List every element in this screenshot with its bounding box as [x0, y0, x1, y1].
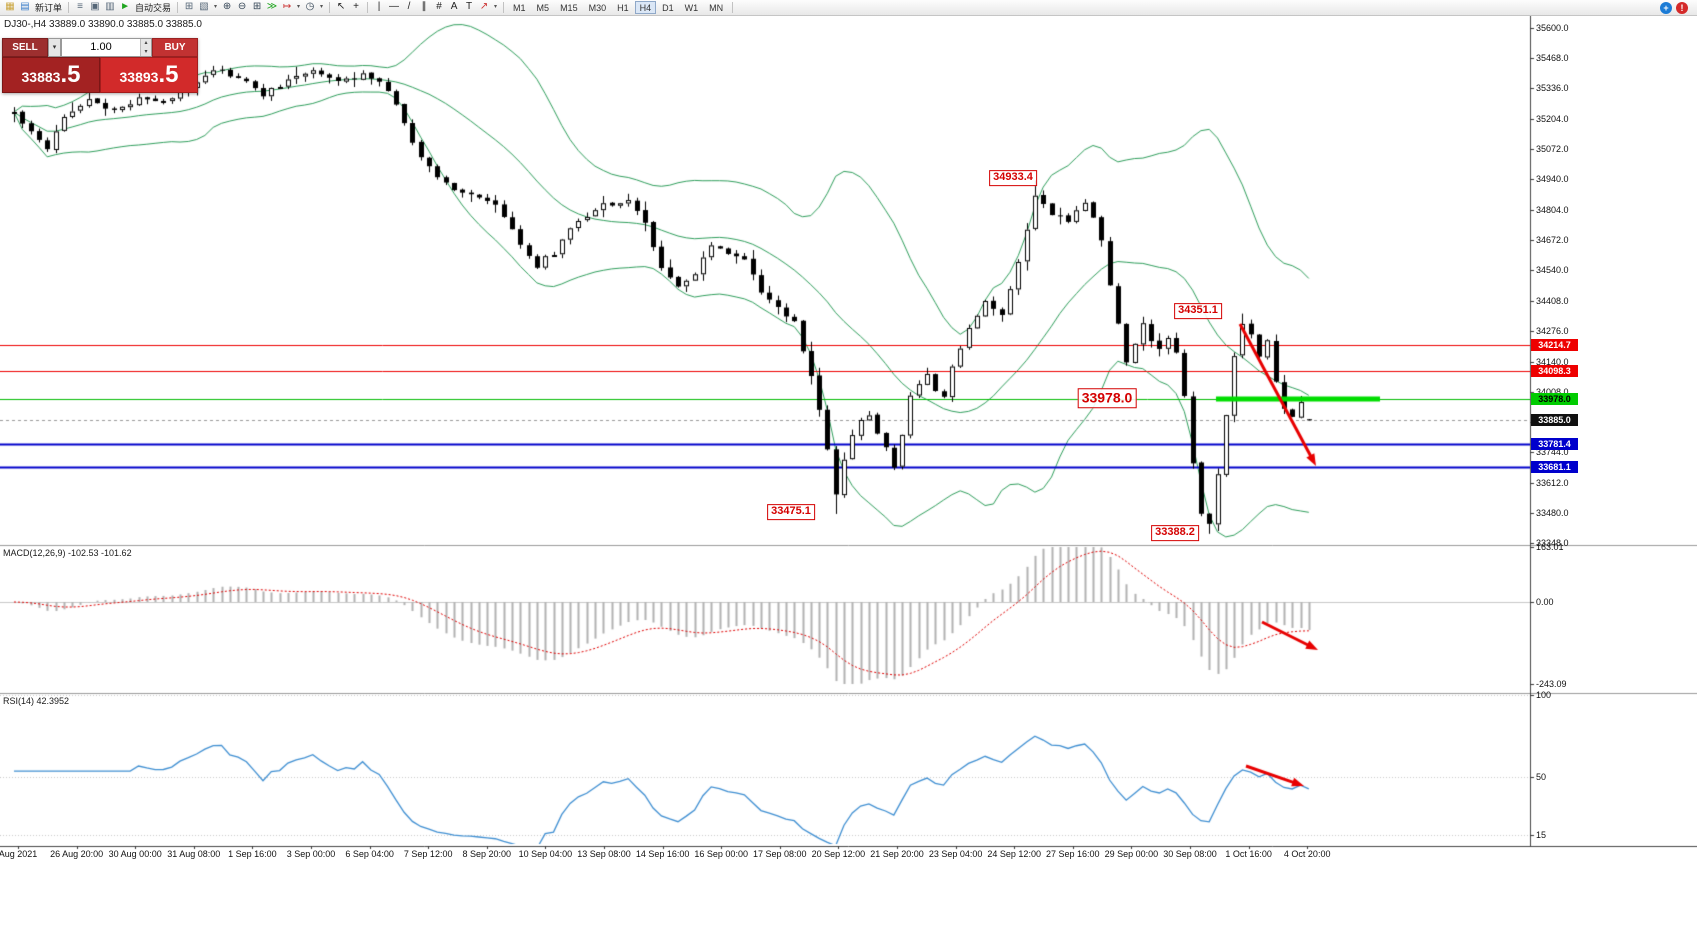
- timeframe-h4[interactable]: H4: [634, 1, 657, 14]
- trade-panel-controls: SELL ▾ 1.00 ▴ ▾ BUY: [2, 38, 198, 57]
- search-icon[interactable]: +: [1660, 1, 1672, 14]
- crosshair-icon[interactable]: +: [353, 1, 359, 12]
- tile-windows-icon[interactable]: ⊞: [252, 1, 262, 12]
- text-icon[interactable]: A: [450, 1, 458, 12]
- vertical-line-icon[interactable]: |: [377, 1, 381, 12]
- new-order-label: 新订单: [35, 3, 63, 13]
- toolbar-separator: [367, 2, 369, 13]
- buy-price-pip: .5: [158, 61, 179, 88]
- arrows-icon[interactable]: ↗: [479, 1, 489, 12]
- auto-trading-label: 自动交易: [135, 3, 172, 13]
- data-window-icon[interactable]: ▣: [90, 1, 100, 12]
- timeframe-d1[interactable]: D1: [662, 3, 674, 13]
- toolbar-separator: [503, 2, 505, 13]
- chart-shift-icon[interactable]: ↦: [282, 1, 292, 12]
- chart-title: DJ30-,H4 33889.0 33890.0 33885.0 33885.0: [4, 19, 202, 30]
- alerts-icon[interactable]: !: [1676, 1, 1688, 14]
- buy-price-main: 33893: [119, 69, 159, 85]
- dropdown-arrow-icon[interactable]: ▾: [297, 4, 301, 10]
- timeframe-m30[interactable]: M30: [588, 3, 607, 13]
- macd-indicator-label: MACD(12,26,9) -102.53 -101.62: [3, 548, 132, 558]
- timeframe-h1[interactable]: H1: [617, 3, 629, 13]
- terminal-icon[interactable]: ▦: [5, 1, 15, 12]
- channel-icon[interactable]: ∥: [421, 1, 427, 12]
- chart-canvas[interactable]: [0, 16, 1697, 936]
- clock-icon[interactable]: ◷: [305, 1, 315, 12]
- one-click-trading-panel: SELL ▾ 1.00 ▴ ▾ BUY 33883.5 33893.5: [2, 38, 198, 93]
- dropdown-arrow-icon[interactable]: ▾: [494, 4, 498, 10]
- zoom-out-icon[interactable]: ⊖: [237, 1, 247, 12]
- timeframe-m5[interactable]: M5: [536, 3, 550, 13]
- rsi-indicator-label: RSI(14) 42.3952: [3, 696, 70, 706]
- zoom-in-icon[interactable]: ⊕: [222, 1, 232, 12]
- volume-down-icon[interactable]: ▾: [140, 47, 151, 56]
- toolbar: ▦ ▤ 新订单 ≡ ▣ ▥ ► 自动交易 ⊞ ▧ ▾ ⊕ ⊖ ⊞ ≫ ↦ ▾ ◷ ▾ ↖ + | — / ∥ # A T ↗ ▾ M1 M5 M…: [0, 0, 1697, 16]
- buy-price-display[interactable]: 33893.5: [100, 57, 198, 93]
- toolbar-separator: [732, 2, 734, 13]
- navigator-icon[interactable]: ▥: [105, 1, 115, 12]
- toolbar-separator: [177, 2, 179, 13]
- volume-field[interactable]: 1.00 ▴ ▾: [61, 38, 152, 57]
- fibonacci-icon[interactable]: #: [436, 1, 442, 12]
- volume-stepper[interactable]: ▴ ▾: [140, 39, 151, 56]
- dropdown-arrow-icon[interactable]: ▾: [320, 4, 324, 10]
- auto-trading-icon[interactable]: ►: [120, 1, 130, 12]
- trendline-icon[interactable]: /: [407, 1, 411, 12]
- new-order-icon[interactable]: ▤: [20, 1, 30, 12]
- buy-button[interactable]: BUY: [152, 38, 198, 57]
- sell-price-pip: .5: [60, 61, 81, 88]
- auto-scroll-icon[interactable]: ≫: [266, 1, 278, 12]
- volume-up-icon[interactable]: ▴: [140, 39, 151, 48]
- new-chart-icon[interactable]: ⊞: [184, 1, 194, 12]
- timeframe-m1[interactable]: M1: [513, 3, 526, 13]
- dropdown-arrow-icon[interactable]: ▾: [214, 4, 218, 10]
- toolbar-right-group: +!: [1660, 1, 1694, 14]
- toolbar-separator: [329, 2, 331, 13]
- volume-value[interactable]: 1.00: [90, 41, 112, 53]
- text-label-icon[interactable]: T: [465, 1, 473, 12]
- profiles-icon[interactable]: ▧: [199, 1, 209, 12]
- cursor-icon[interactable]: ↖: [336, 1, 346, 12]
- sell-price-display[interactable]: 33883.5: [2, 57, 100, 93]
- toolbar-separator: [68, 2, 70, 13]
- market-watch-icon[interactable]: ≡: [77, 1, 83, 12]
- sell-button[interactable]: SELL: [2, 38, 48, 57]
- timeframe-mn[interactable]: MN: [709, 3, 724, 13]
- sell-price-main: 33883: [21, 69, 61, 85]
- timeframe-w1[interactable]: W1: [684, 3, 699, 13]
- trade-panel-dropdown-icon[interactable]: ▾: [48, 38, 61, 57]
- horizontal-line-icon[interactable]: —: [389, 1, 400, 12]
- timeframe-m15[interactable]: M15: [560, 3, 578, 13]
- trade-panel-prices: 33883.5 33893.5: [2, 57, 198, 93]
